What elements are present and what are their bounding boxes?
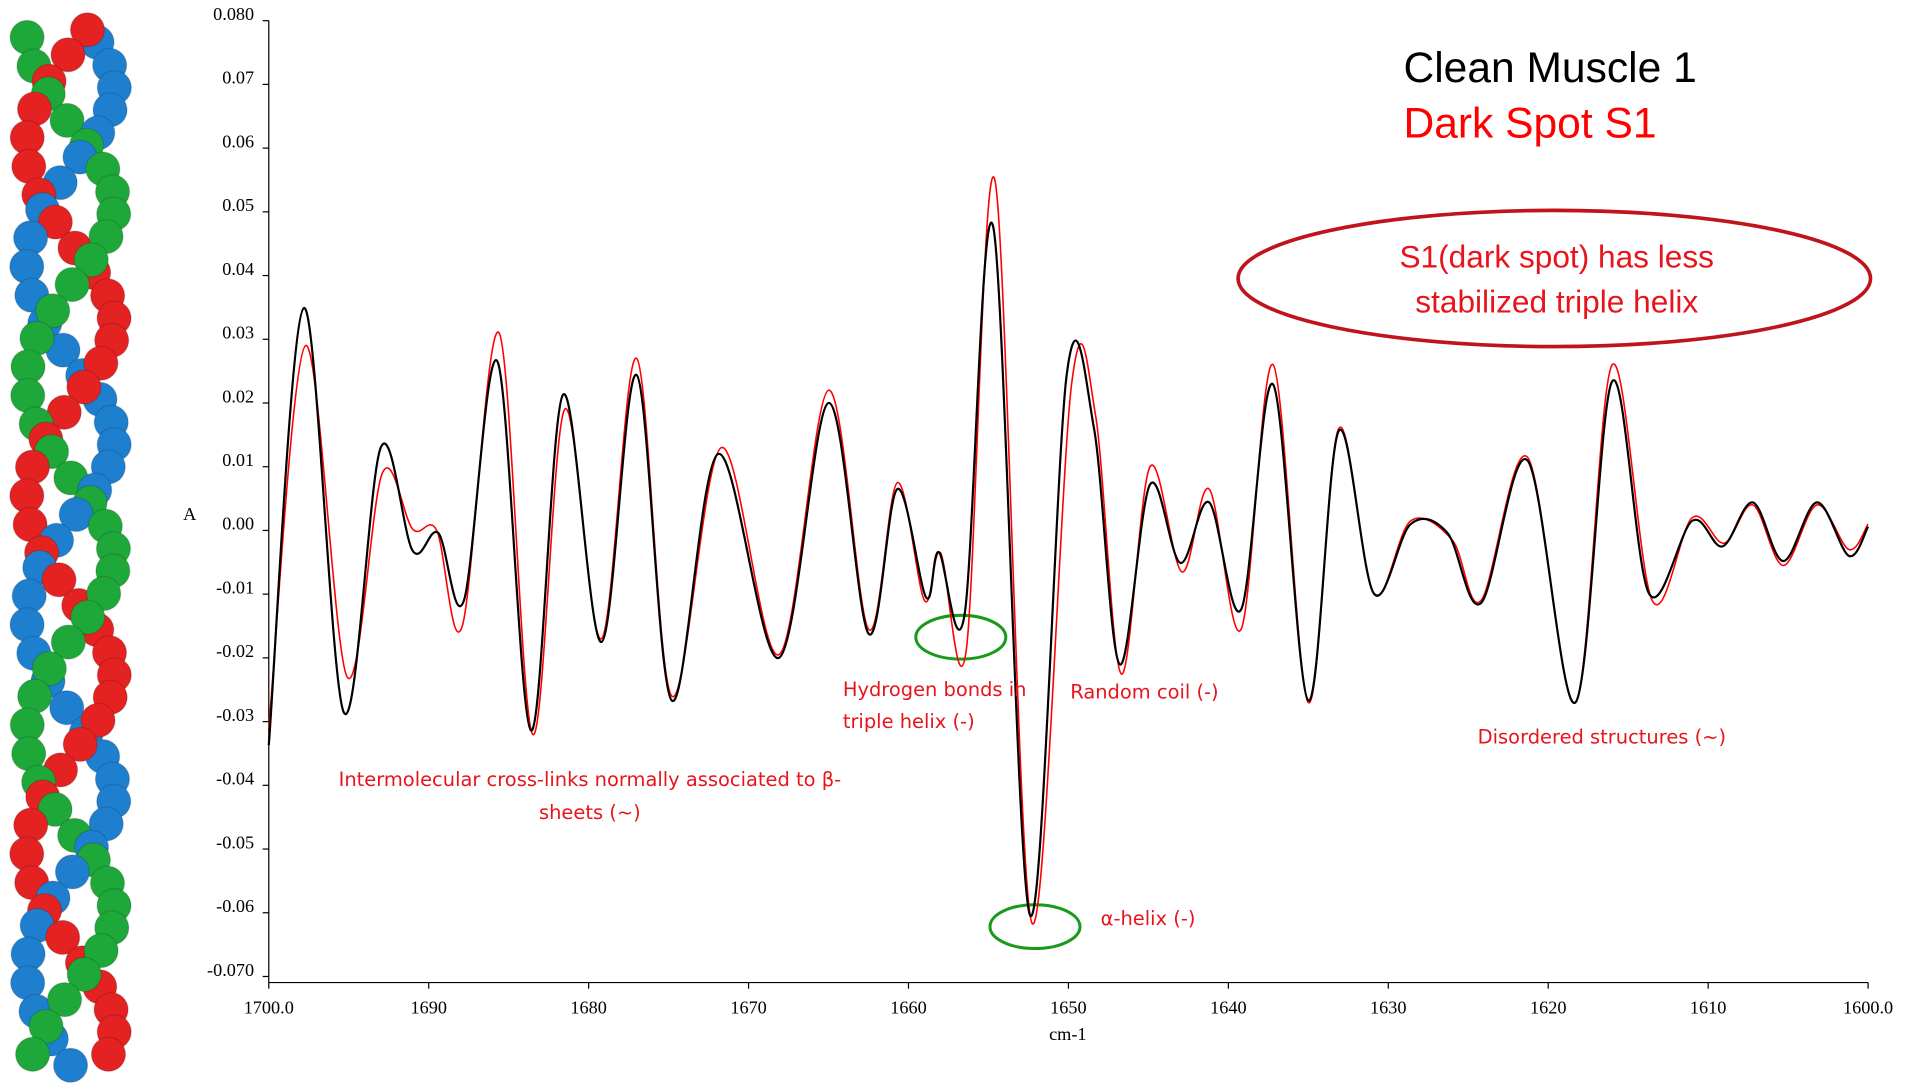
- x-tick-label: 1690: [410, 997, 446, 1017]
- molecule-bead: [31, 650, 67, 687]
- molecule-bead: [83, 345, 119, 381]
- molecule-bead: [73, 242, 109, 278]
- molecule-bead: [14, 1036, 51, 1072]
- molecule-bead: [54, 266, 90, 303]
- x-tick-label: 1600.0: [1843, 997, 1893, 1017]
- y-tick-label: 0.07: [222, 68, 254, 88]
- y-tick-label: 0.00: [222, 514, 254, 534]
- molecule-bead: [14, 449, 51, 485]
- annotation: sheets (~): [539, 801, 641, 824]
- x-tick-label: 1650: [1050, 997, 1086, 1017]
- x-tick-label: 1670: [730, 997, 766, 1017]
- molecule-bead: [54, 854, 91, 890]
- molecule-bead: [66, 956, 102, 993]
- molecule-bead: [50, 37, 86, 73]
- y-tick-label: -0.04: [216, 769, 254, 789]
- annotation: Hydrogen bonds in: [843, 678, 1027, 701]
- y-tick-label: 0.02: [222, 386, 254, 406]
- x-tick-label: 1610: [1690, 997, 1726, 1017]
- molecule-bead: [49, 102, 85, 138]
- y-tick-label: 0.06: [222, 131, 254, 151]
- y-tick-label: -0.06: [216, 896, 254, 916]
- molecule-bead: [45, 919, 81, 956]
- annotation: Random coil (-): [1070, 681, 1218, 704]
- molecule-bead: [41, 562, 77, 598]
- legend-entry: Dark Spot S1: [1403, 100, 1656, 148]
- x-tick-label: 1660: [890, 997, 926, 1017]
- molecule-bead: [69, 12, 106, 48]
- x-tick-label: 1700.0: [244, 997, 294, 1017]
- x-axis-label: cm-1: [1049, 1024, 1086, 1044]
- callout-ellipse: [1236, 208, 1873, 349]
- y-tick-label: 0.04: [222, 259, 254, 279]
- annotation: S1(dark spot) has less: [1399, 238, 1714, 274]
- molecule-bead: [52, 1047, 89, 1083]
- legend-entry: Clean Muscle 1: [1403, 44, 1696, 92]
- annotation: stabilized triple helix: [1415, 283, 1698, 319]
- y-tick-label: -0.01: [216, 577, 254, 597]
- molecule-illustration: [9, 12, 132, 1083]
- annotation: triple helix (-): [843, 710, 975, 733]
- y-tick-label: -0.05: [216, 832, 254, 852]
- molecule-bead: [90, 1036, 127, 1072]
- y-tick-label: 0.03: [222, 323, 254, 343]
- annotation: α-helix (-): [1101, 907, 1196, 930]
- molecule-bead: [70, 599, 106, 635]
- y-tick-label: -0.03: [216, 705, 254, 725]
- y-tick-label: 0.01: [222, 450, 254, 470]
- molecule-bead: [28, 1008, 64, 1044]
- x-tick-label: 1680: [570, 997, 606, 1017]
- y-tick-label: -0.02: [216, 641, 254, 661]
- molecule-bead: [80, 702, 116, 738]
- highlight-circle: [988, 903, 1082, 951]
- y-tick-label: 0.05: [222, 195, 254, 215]
- y-tick-label: -0.070: [207, 960, 254, 980]
- molecule-bead: [66, 369, 102, 405]
- annotation: Intermolecular cross-links normally asso…: [339, 768, 842, 791]
- annotation: Disordered structures (~): [1478, 726, 1726, 749]
- x-tick-label: 1620: [1530, 997, 1566, 1017]
- molecule-bead: [37, 791, 73, 828]
- molecule-bead: [35, 293, 71, 329]
- highlight-circle: [914, 613, 1008, 661]
- y-axis-label: A: [183, 504, 197, 524]
- molecule-bead: [46, 982, 83, 1018]
- series-line: [267, 221, 1870, 917]
- molecule-bead: [37, 204, 74, 240]
- y-tick-label: 0.080: [213, 4, 254, 24]
- molecule-bead: [62, 726, 98, 763]
- molecule-bead: [83, 932, 119, 969]
- x-tick-label: 1640: [1210, 997, 1246, 1017]
- molecule-bead: [49, 690, 85, 726]
- molecule-bead: [50, 624, 86, 660]
- x-tick-label: 1630: [1370, 997, 1406, 1017]
